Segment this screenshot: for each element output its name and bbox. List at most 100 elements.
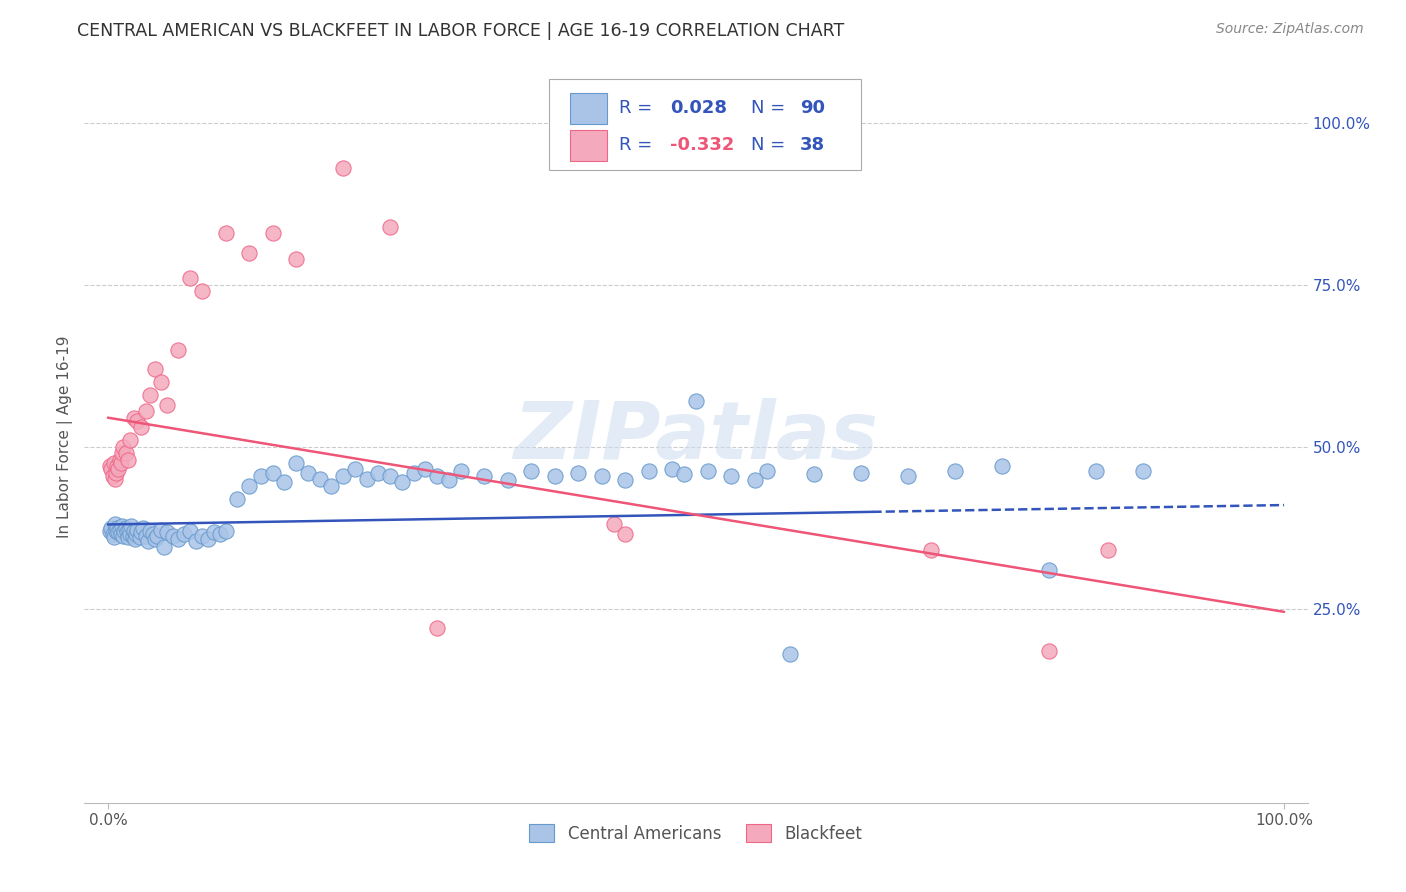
Point xyxy=(1132,464,1154,478)
FancyBboxPatch shape xyxy=(550,78,860,170)
Point xyxy=(450,464,472,478)
Point xyxy=(755,464,778,478)
Point xyxy=(120,434,142,448)
Point xyxy=(402,466,425,480)
Point xyxy=(127,523,149,537)
Point xyxy=(367,466,389,480)
Point xyxy=(108,452,131,467)
Point xyxy=(321,478,343,492)
Point xyxy=(744,474,766,488)
Point xyxy=(426,469,449,483)
Point xyxy=(179,271,201,285)
Point xyxy=(143,362,166,376)
Point xyxy=(472,469,495,483)
Point xyxy=(226,491,249,506)
Point xyxy=(101,527,124,541)
Point xyxy=(142,527,165,541)
Point xyxy=(167,343,190,357)
Text: 0.028: 0.028 xyxy=(671,99,727,117)
Text: N =: N = xyxy=(751,136,792,153)
Point xyxy=(110,527,132,541)
Point xyxy=(415,462,437,476)
Point xyxy=(496,474,519,488)
Point xyxy=(238,478,260,492)
Point xyxy=(191,529,214,543)
FancyBboxPatch shape xyxy=(569,94,606,124)
Point xyxy=(356,472,378,486)
Y-axis label: In Labor Force | Age 16-19: In Labor Force | Age 16-19 xyxy=(58,335,73,539)
Point xyxy=(122,524,145,538)
Point xyxy=(614,527,637,541)
Text: ZIPatlas: ZIPatlas xyxy=(513,398,879,476)
Point xyxy=(107,525,129,540)
Point xyxy=(184,533,207,548)
Text: 38: 38 xyxy=(800,136,825,153)
Point xyxy=(920,543,942,558)
Point xyxy=(673,467,696,481)
Point xyxy=(112,440,135,454)
Point xyxy=(128,530,150,544)
Point xyxy=(100,521,122,535)
Point xyxy=(1097,543,1119,558)
Point xyxy=(125,527,148,541)
Point xyxy=(98,524,121,538)
Point xyxy=(214,226,236,240)
Point xyxy=(167,532,190,546)
Point xyxy=(101,469,124,483)
Point xyxy=(426,621,449,635)
Point xyxy=(1038,643,1060,657)
FancyBboxPatch shape xyxy=(569,130,606,161)
Point xyxy=(153,540,176,554)
Point xyxy=(143,532,166,546)
Point xyxy=(991,459,1014,474)
Point xyxy=(661,462,683,476)
Point xyxy=(544,469,567,483)
Point xyxy=(332,469,354,483)
Text: Source: ZipAtlas.com: Source: ZipAtlas.com xyxy=(1216,22,1364,37)
Point xyxy=(285,252,308,266)
Point xyxy=(638,464,661,478)
Point xyxy=(117,452,139,467)
Text: N =: N = xyxy=(751,99,792,117)
Point xyxy=(437,474,460,488)
Point xyxy=(139,388,162,402)
Text: R =: R = xyxy=(619,136,658,153)
Point xyxy=(118,523,141,537)
Point xyxy=(104,472,127,486)
Point xyxy=(391,475,413,490)
Point xyxy=(197,532,219,546)
Point xyxy=(191,285,214,299)
Point xyxy=(156,525,179,540)
Point xyxy=(897,469,920,483)
Point xyxy=(105,459,128,474)
Point xyxy=(803,467,825,481)
Text: CENTRAL AMERICAN VS BLACKFEET IN LABOR FORCE | AGE 16-19 CORRELATION CHART: CENTRAL AMERICAN VS BLACKFEET IN LABOR F… xyxy=(77,22,845,40)
Point xyxy=(105,521,128,535)
Point xyxy=(262,226,284,240)
Point xyxy=(297,466,319,480)
Point xyxy=(111,446,134,460)
Point xyxy=(112,529,135,543)
Point xyxy=(849,466,872,480)
Point xyxy=(591,469,613,483)
Point xyxy=(273,475,295,490)
Point xyxy=(1038,563,1060,577)
Point xyxy=(121,529,143,543)
Point xyxy=(107,462,129,476)
Point xyxy=(146,529,169,543)
Point xyxy=(115,525,138,540)
Point xyxy=(567,466,589,480)
Point xyxy=(179,524,201,538)
Point xyxy=(105,466,128,480)
Point xyxy=(98,459,121,474)
Point xyxy=(214,524,236,538)
Point xyxy=(343,462,366,476)
Point xyxy=(308,472,330,486)
Point xyxy=(114,446,136,460)
Point xyxy=(380,219,402,234)
Point xyxy=(285,456,308,470)
Point xyxy=(110,456,132,470)
Point xyxy=(132,521,155,535)
Point xyxy=(614,474,637,488)
Point xyxy=(104,517,127,532)
